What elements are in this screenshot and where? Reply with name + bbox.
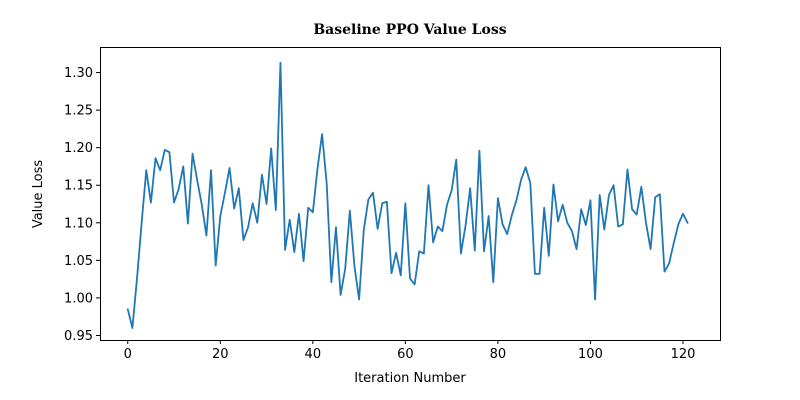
x-tick-label: 60 (397, 347, 414, 362)
y-tick-label: 1.00 (64, 291, 93, 306)
x-tick-label: 100 (578, 347, 603, 362)
y-axis-label: Value Loss (31, 160, 46, 229)
y-tick-label: 1.15 (64, 179, 93, 194)
y-tick-label: 1.20 (64, 141, 93, 156)
x-axis-label: Iteration Number (354, 371, 466, 386)
x-tick-label: 80 (490, 347, 507, 362)
x-axis: 0 20 40 60 80 100 120 (124, 340, 696, 362)
series-layer (126, 61, 689, 329)
x-tick-label: 40 (305, 347, 322, 362)
y-tick-label: 1.30 (64, 66, 93, 81)
y-tick-label: 1.05 (64, 254, 93, 269)
y-tick-label: 0.95 (64, 329, 93, 344)
y-tick-label: 1.10 (64, 216, 93, 231)
chart-title: Baseline PPO Value Loss (313, 22, 506, 38)
value-loss-line (126, 61, 689, 329)
x-tick-label: 0 (124, 347, 132, 362)
y-tick-label: 1.25 (64, 104, 93, 119)
plot-area (100, 47, 721, 341)
x-tick-label: 20 (212, 347, 229, 362)
y-axis: 0.95 1.00 1.05 1.10 1.15 1.20 1.25 1.30 (64, 66, 100, 344)
x-tick-label: 120 (671, 347, 696, 362)
